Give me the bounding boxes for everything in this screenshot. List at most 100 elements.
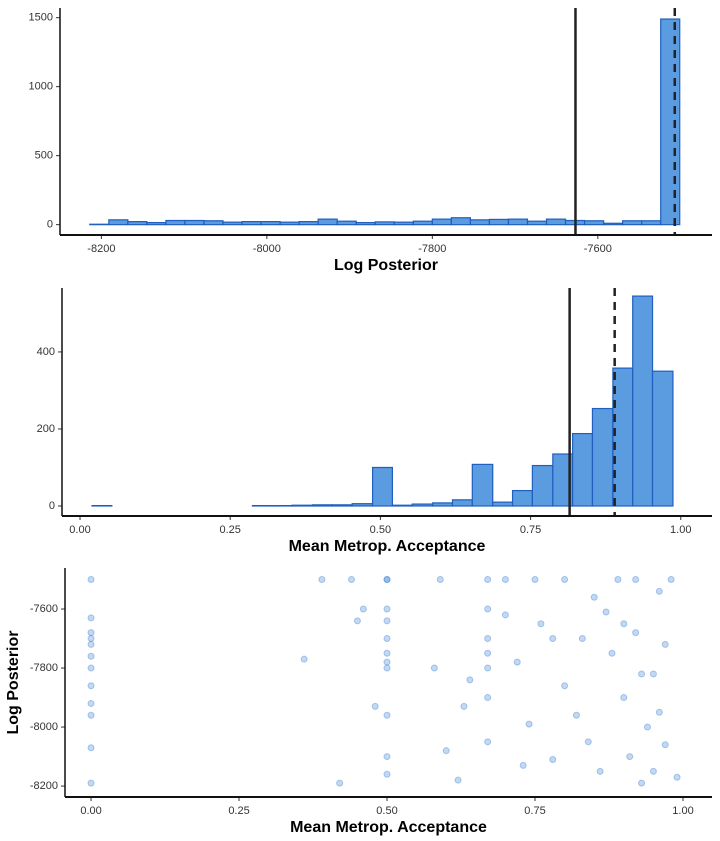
bar xyxy=(583,220,605,226)
point xyxy=(87,652,95,660)
point xyxy=(519,761,527,769)
point xyxy=(649,670,657,678)
point xyxy=(318,576,326,584)
point xyxy=(87,614,95,622)
point xyxy=(649,767,657,775)
point xyxy=(436,576,444,584)
x-tick-label: 0.00 xyxy=(69,524,90,536)
point xyxy=(466,676,474,684)
point xyxy=(87,744,95,752)
point xyxy=(673,773,681,781)
y-tick-label: 1000 xyxy=(29,81,53,93)
bar xyxy=(371,466,394,507)
x-axis-title: Mean Metrop. Acceptance xyxy=(289,538,486,555)
bar xyxy=(411,503,434,507)
y-tick-label: 0 xyxy=(47,219,53,231)
bar xyxy=(108,219,129,226)
bar xyxy=(526,220,548,226)
point xyxy=(620,694,628,702)
point xyxy=(484,605,492,613)
bar xyxy=(146,221,167,226)
point xyxy=(383,576,391,584)
point xyxy=(430,664,438,672)
bar xyxy=(355,221,376,226)
x-tick-label: 0.50 xyxy=(370,524,391,536)
y-tick-label: 1500 xyxy=(29,12,53,24)
point xyxy=(525,720,533,728)
point xyxy=(549,635,557,643)
point xyxy=(383,770,391,778)
point xyxy=(661,640,669,648)
point xyxy=(620,620,628,628)
point xyxy=(655,587,663,595)
y-tick-label: 500 xyxy=(35,150,53,162)
point xyxy=(638,779,646,787)
point xyxy=(602,608,610,616)
point xyxy=(336,779,344,787)
x-tick-label: 0.75 xyxy=(520,524,541,536)
bar xyxy=(641,220,662,226)
bar xyxy=(331,504,353,507)
point xyxy=(383,635,391,643)
x-tick-label: -7600 xyxy=(584,243,612,255)
bar xyxy=(545,218,567,226)
bar xyxy=(260,221,281,226)
bar xyxy=(412,220,433,226)
point xyxy=(383,664,391,672)
bar xyxy=(222,221,243,226)
bar xyxy=(651,370,674,507)
point xyxy=(87,640,95,648)
point xyxy=(632,576,640,584)
x-tick-label: 1.00 xyxy=(670,524,691,536)
bar xyxy=(184,219,205,226)
point xyxy=(87,664,95,672)
point xyxy=(87,779,95,787)
bar xyxy=(471,463,494,507)
point xyxy=(353,617,361,625)
point xyxy=(383,617,391,625)
point xyxy=(572,711,580,719)
point xyxy=(596,767,604,775)
point xyxy=(632,629,640,637)
bar xyxy=(622,220,643,226)
point xyxy=(442,747,450,755)
point xyxy=(513,658,521,666)
point xyxy=(655,708,663,716)
bar xyxy=(531,464,554,507)
point xyxy=(484,576,492,584)
bar xyxy=(291,504,314,507)
point xyxy=(608,649,616,657)
point xyxy=(87,629,95,637)
point xyxy=(590,593,598,601)
point xyxy=(626,753,634,761)
bar xyxy=(165,219,186,226)
bar xyxy=(298,221,319,226)
bar xyxy=(488,218,510,226)
point xyxy=(501,576,509,584)
y-tick-label: -7800 xyxy=(30,662,58,674)
y-tick-label: 0 xyxy=(49,500,55,512)
point xyxy=(87,682,95,690)
point xyxy=(484,738,492,746)
bar xyxy=(660,18,681,226)
point xyxy=(578,635,586,643)
bar xyxy=(203,220,224,226)
point xyxy=(561,576,569,584)
bar xyxy=(279,221,300,226)
x-tick-label: 0.25 xyxy=(228,805,249,817)
point xyxy=(359,605,367,613)
bar xyxy=(241,221,262,226)
bar xyxy=(572,432,594,507)
bar xyxy=(603,222,624,226)
bar xyxy=(393,221,414,226)
x-axis-title: Log Posterior xyxy=(334,257,438,274)
bar xyxy=(492,501,514,507)
bar xyxy=(591,407,614,507)
point xyxy=(643,723,651,731)
bar xyxy=(311,504,333,507)
bar xyxy=(127,221,148,226)
x-tick-label: -7800 xyxy=(418,243,446,255)
point xyxy=(383,576,391,584)
point xyxy=(454,776,462,784)
y-tick-label: 200 xyxy=(37,423,55,435)
